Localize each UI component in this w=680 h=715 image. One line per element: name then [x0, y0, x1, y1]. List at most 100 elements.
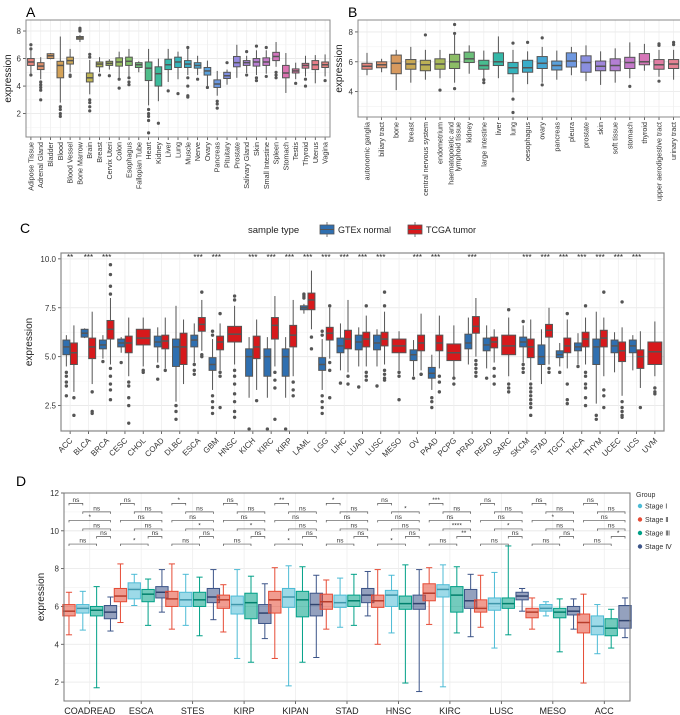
- significance-bracket: ns: [185, 505, 214, 514]
- box-mark: [553, 598, 567, 653]
- outlier-point: [540, 83, 544, 87]
- bracket-line: [583, 520, 626, 523]
- outlier-point: [438, 88, 442, 92]
- bracket-label: ***: [432, 497, 440, 504]
- outlier-point: [174, 417, 178, 421]
- outlier-point: [58, 112, 62, 116]
- box-mark: [36, 57, 45, 102]
- outlier-point: [657, 79, 661, 83]
- box-mark: [80, 328, 89, 339]
- outlier-point: [529, 394, 533, 398]
- significance-bracket: ns: [480, 538, 509, 547]
- box-mark: [526, 319, 535, 418]
- significance-bracket: ns: [531, 538, 561, 547]
- outlier-point: [529, 398, 533, 402]
- outlier-point: [117, 77, 121, 81]
- box-mark: [216, 311, 225, 410]
- bracket-line: [185, 511, 214, 514]
- outlier-point: [146, 118, 151, 123]
- box-mark: [154, 58, 163, 125]
- x-tick-label: Blood Vessel: [66, 142, 75, 184]
- box-iqr: [464, 333, 473, 350]
- outlier-point: [192, 368, 196, 373]
- box-mark: [361, 52, 373, 76]
- box-mark: [117, 337, 126, 365]
- x-tick-label: Small Intestine: [262, 142, 271, 189]
- box-mark: [417, 313, 426, 376]
- outlier-point: [90, 411, 94, 416]
- y-tick-label: 2: [17, 110, 22, 119]
- box-mark: [545, 307, 553, 375]
- outlier-point: [346, 374, 350, 378]
- outlier-point: [232, 382, 237, 386]
- box-iqr: [412, 594, 426, 610]
- box-mark: [76, 26, 84, 43]
- x-tick-label: Salivary Gland: [242, 142, 251, 189]
- legend-label: Stage Ⅱ: [645, 517, 669, 524]
- box-iqr: [124, 335, 133, 354]
- significance-bracket: *: [236, 522, 266, 531]
- outlier-point: [453, 31, 457, 36]
- outlier-point: [210, 333, 215, 337]
- x-tick-label: Cervix Uteri: [105, 142, 114, 180]
- x-tick-label: lung: [509, 122, 518, 136]
- x-tick-label: PRAD: [454, 436, 476, 458]
- box-mark: [636, 331, 645, 410]
- significance-bracket: ns: [597, 505, 626, 514]
- box-mark: [134, 61, 143, 73]
- outlier-point: [430, 396, 434, 400]
- bracket-line: [405, 536, 420, 539]
- bracket-line: [288, 528, 317, 531]
- bracket-line: [545, 528, 574, 531]
- x-tick-label: upper aerodigestive tract: [655, 122, 664, 201]
- x-tick-label: endometrium: [436, 122, 445, 164]
- bracket-label: ns: [536, 497, 544, 504]
- outlier-point: [283, 427, 288, 431]
- outlier-point: [232, 368, 237, 373]
- bracket-label: ns: [299, 522, 307, 529]
- outlier-point: [506, 390, 511, 394]
- significance-bracket: **: [456, 530, 472, 539]
- significance-bracket: ns: [428, 514, 472, 523]
- bracket-label: ns: [381, 497, 389, 504]
- box-mark: [206, 569, 221, 621]
- bracket-line: [147, 536, 163, 539]
- box-mark: [463, 573, 478, 638]
- box-mark: [179, 319, 188, 385]
- significance-label: ***: [212, 253, 221, 262]
- box-iqr: [179, 332, 188, 365]
- y-tick-label: 8: [349, 28, 354, 37]
- outlier-point: [583, 403, 588, 408]
- outlier-point: [127, 396, 131, 400]
- x-tick-label: pancreas: [552, 122, 561, 152]
- box-mark: [375, 58, 388, 73]
- outlier-point: [39, 80, 43, 84]
- bracket-line: [456, 536, 472, 539]
- box-mark: [172, 305, 180, 421]
- box-iqr: [270, 317, 279, 340]
- x-tick-label: Ovary: [203, 142, 212, 162]
- y-tick-label: 8: [17, 27, 22, 36]
- outlier-point: [72, 413, 76, 418]
- outlier-point: [328, 304, 332, 308]
- bracket-line: [428, 503, 444, 506]
- significance-bracket: ns: [222, 538, 252, 547]
- box-iqr: [62, 604, 76, 617]
- x-tick-label: MESO: [540, 706, 567, 715]
- outlier-point: [210, 394, 215, 398]
- box-mark: [427, 354, 436, 410]
- outlier-point: [72, 396, 76, 400]
- box-mark: [252, 319, 261, 403]
- box-mark: [282, 53, 290, 93]
- legend: sample type GTEx normal TCGA tumor: [248, 222, 476, 237]
- box-mark: [555, 342, 564, 375]
- outlier-point: [127, 380, 131, 384]
- box-mark: [409, 340, 418, 380]
- significance-bracket: ns: [377, 514, 420, 523]
- box-mark: [174, 51, 182, 96]
- panel-label-a: A: [26, 4, 36, 20]
- box-mark: [319, 579, 333, 630]
- outlier-point: [302, 294, 306, 298]
- bracket-label: *: [178, 497, 181, 504]
- outlier-point: [186, 95, 190, 99]
